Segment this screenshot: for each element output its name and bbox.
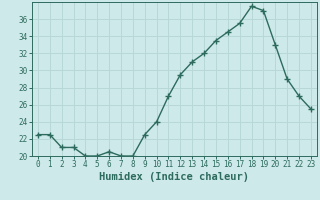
X-axis label: Humidex (Indice chaleur): Humidex (Indice chaleur): [100, 172, 249, 182]
